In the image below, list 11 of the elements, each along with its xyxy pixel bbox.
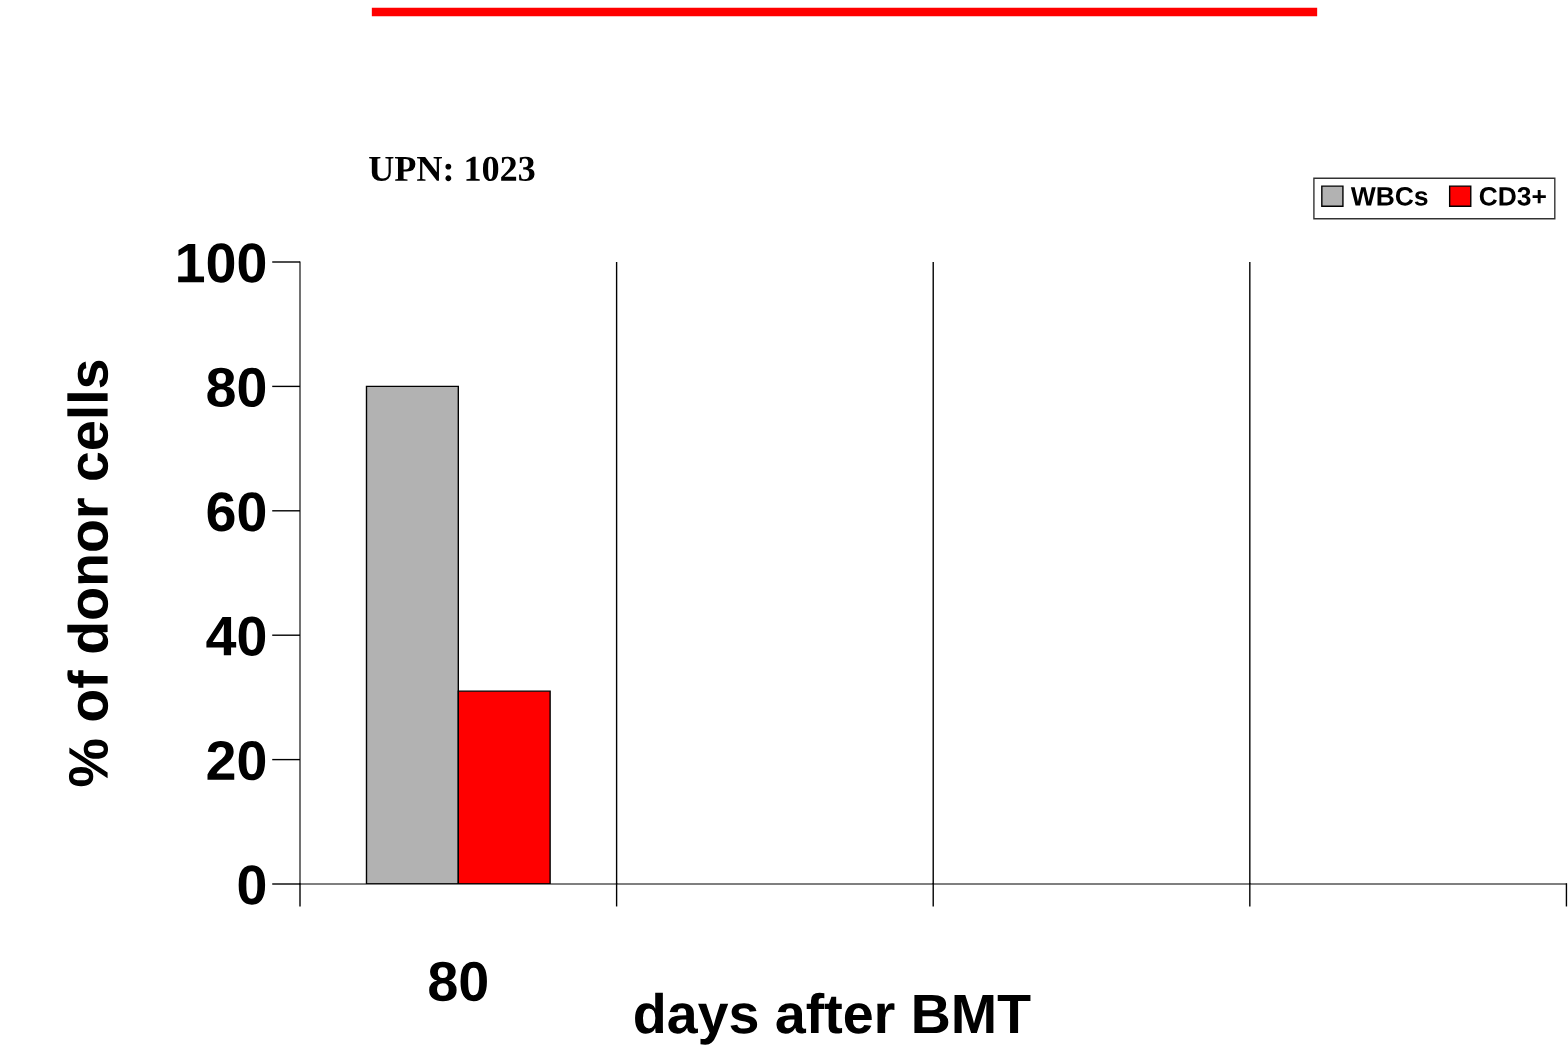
y-tick-label: 60 [207,492,266,532]
y-axis-title: % of donor cells [67,360,109,787]
chart-title: UPN: 1023 [369,156,535,182]
y-tick-label: 20 [207,740,266,781]
legend-label: WBCs [1350,186,1428,206]
x-axis-title: days after BMT [635,992,1031,1045]
y-tick-label: 100 [178,243,266,283]
y-tick-label: 40 [206,616,266,656]
y-tick-label: 0 [238,865,266,905]
legend-label: CD3+ [1479,186,1546,206]
y-tick-label: 80 [207,367,266,408]
